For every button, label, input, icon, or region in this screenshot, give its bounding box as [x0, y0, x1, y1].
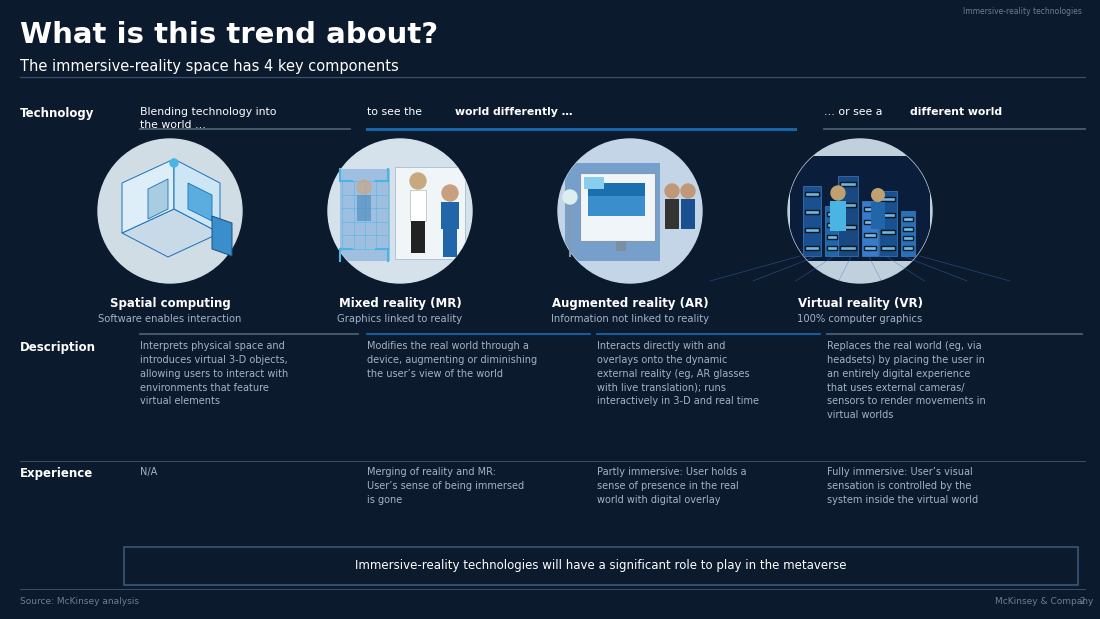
- Polygon shape: [666, 199, 679, 229]
- FancyBboxPatch shape: [903, 227, 913, 231]
- FancyBboxPatch shape: [903, 236, 913, 240]
- FancyBboxPatch shape: [864, 207, 876, 211]
- FancyBboxPatch shape: [803, 186, 821, 256]
- Text: Software enables interaction: Software enables interaction: [98, 314, 242, 324]
- Circle shape: [358, 180, 371, 194]
- Circle shape: [830, 186, 845, 200]
- Text: Immersive-reality technologies will have a significant role to play in the metav: Immersive-reality technologies will have…: [355, 560, 847, 573]
- FancyBboxPatch shape: [827, 212, 837, 216]
- Polygon shape: [411, 221, 425, 253]
- Polygon shape: [148, 179, 168, 219]
- Circle shape: [98, 139, 242, 283]
- Text: 2: 2: [1079, 597, 1085, 606]
- Text: Interacts directly with and
overlays onto the dynamic
external reality (eg, AR g: Interacts directly with and overlays ont…: [597, 341, 759, 406]
- Polygon shape: [340, 169, 390, 261]
- FancyBboxPatch shape: [864, 233, 876, 237]
- Polygon shape: [616, 241, 626, 251]
- FancyBboxPatch shape: [879, 191, 896, 256]
- Circle shape: [170, 159, 178, 167]
- FancyBboxPatch shape: [881, 230, 895, 233]
- FancyBboxPatch shape: [903, 217, 913, 221]
- Polygon shape: [410, 190, 426, 221]
- Polygon shape: [565, 163, 660, 261]
- Text: What is this trend about?: What is this trend about?: [20, 21, 438, 49]
- FancyBboxPatch shape: [862, 201, 878, 256]
- FancyBboxPatch shape: [584, 177, 604, 189]
- Text: Fully immersive: User’s visual
sensation is controlled by the
system inside the : Fully immersive: User’s visual sensation…: [827, 467, 978, 504]
- FancyBboxPatch shape: [805, 246, 820, 250]
- FancyBboxPatch shape: [805, 210, 820, 214]
- Circle shape: [558, 139, 702, 283]
- FancyBboxPatch shape: [840, 203, 856, 207]
- FancyBboxPatch shape: [827, 235, 837, 239]
- Polygon shape: [830, 201, 846, 231]
- Text: Replaces the real world (eg, via
headsets) by placing the user in
an entirely di: Replaces the real world (eg, via headset…: [827, 341, 986, 420]
- Polygon shape: [212, 216, 232, 256]
- FancyBboxPatch shape: [840, 246, 856, 250]
- Text: Virtual reality (VR): Virtual reality (VR): [798, 297, 923, 310]
- Text: Spatial computing: Spatial computing: [110, 297, 230, 310]
- Text: Graphics linked to reality: Graphics linked to reality: [338, 314, 463, 324]
- Text: Immersive-reality technologies: Immersive-reality technologies: [964, 7, 1082, 16]
- FancyBboxPatch shape: [881, 246, 895, 250]
- Text: different world: different world: [910, 107, 1002, 117]
- Text: … or see a: … or see a: [824, 107, 886, 117]
- Text: Interprets physical space and
introduces virtual 3-D objects,
allowing users to : Interprets physical space and introduces…: [140, 341, 288, 406]
- FancyBboxPatch shape: [864, 220, 876, 224]
- FancyBboxPatch shape: [827, 223, 837, 227]
- Text: N/A: N/A: [140, 467, 157, 477]
- Polygon shape: [580, 173, 654, 241]
- Circle shape: [328, 139, 472, 283]
- FancyBboxPatch shape: [840, 182, 856, 186]
- Text: Augmented reality (AR): Augmented reality (AR): [552, 297, 708, 310]
- Circle shape: [563, 190, 578, 204]
- Polygon shape: [174, 159, 220, 233]
- Polygon shape: [443, 229, 456, 257]
- Polygon shape: [188, 183, 212, 221]
- FancyBboxPatch shape: [864, 246, 876, 250]
- Text: world differently …: world differently …: [455, 107, 573, 117]
- FancyBboxPatch shape: [124, 547, 1078, 585]
- Circle shape: [442, 185, 458, 201]
- FancyBboxPatch shape: [881, 214, 895, 217]
- Text: Source: McKinsey analysis: Source: McKinsey analysis: [20, 597, 139, 606]
- Polygon shape: [441, 202, 459, 229]
- FancyBboxPatch shape: [903, 246, 913, 250]
- Circle shape: [788, 139, 932, 283]
- Polygon shape: [681, 199, 695, 229]
- Text: Modifies the real world through a
device, augmenting or diminishing
the user’s v: Modifies the real world through a device…: [367, 341, 537, 379]
- FancyBboxPatch shape: [805, 228, 820, 232]
- Polygon shape: [588, 183, 645, 196]
- Text: Blending technology into
the world …: Blending technology into the world …: [140, 107, 276, 130]
- Text: to see the: to see the: [367, 107, 426, 117]
- Text: McKinsey & Company: McKinsey & Company: [996, 597, 1093, 606]
- Text: 100% computer graphics: 100% computer graphics: [798, 314, 923, 324]
- Text: Description: Description: [20, 341, 96, 354]
- FancyBboxPatch shape: [901, 211, 915, 256]
- Circle shape: [871, 189, 884, 201]
- Polygon shape: [790, 156, 930, 261]
- Polygon shape: [358, 195, 371, 221]
- FancyBboxPatch shape: [827, 246, 837, 250]
- Text: Mixed reality (MR): Mixed reality (MR): [339, 297, 461, 310]
- Polygon shape: [122, 159, 174, 233]
- Polygon shape: [871, 202, 886, 229]
- Text: Merging of reality and MR:
User’s sense of being immersed
is gone: Merging of reality and MR: User’s sense …: [367, 467, 524, 504]
- FancyBboxPatch shape: [805, 192, 820, 196]
- FancyBboxPatch shape: [881, 197, 895, 201]
- Polygon shape: [395, 167, 465, 259]
- Text: Experience: Experience: [20, 467, 94, 480]
- FancyBboxPatch shape: [838, 176, 858, 256]
- Circle shape: [410, 173, 426, 189]
- Text: Information not linked to reality: Information not linked to reality: [551, 314, 710, 324]
- Circle shape: [666, 184, 679, 198]
- Text: Partly immersive: User holds a
sense of presence in the real
world with digital : Partly immersive: User holds a sense of …: [597, 467, 747, 504]
- Polygon shape: [122, 209, 220, 257]
- Text: The immersive-reality space has 4 key components: The immersive-reality space has 4 key co…: [20, 59, 398, 74]
- FancyBboxPatch shape: [840, 225, 856, 228]
- FancyBboxPatch shape: [825, 206, 839, 256]
- Polygon shape: [588, 196, 645, 216]
- Circle shape: [681, 184, 695, 198]
- Text: Technology: Technology: [20, 107, 95, 120]
